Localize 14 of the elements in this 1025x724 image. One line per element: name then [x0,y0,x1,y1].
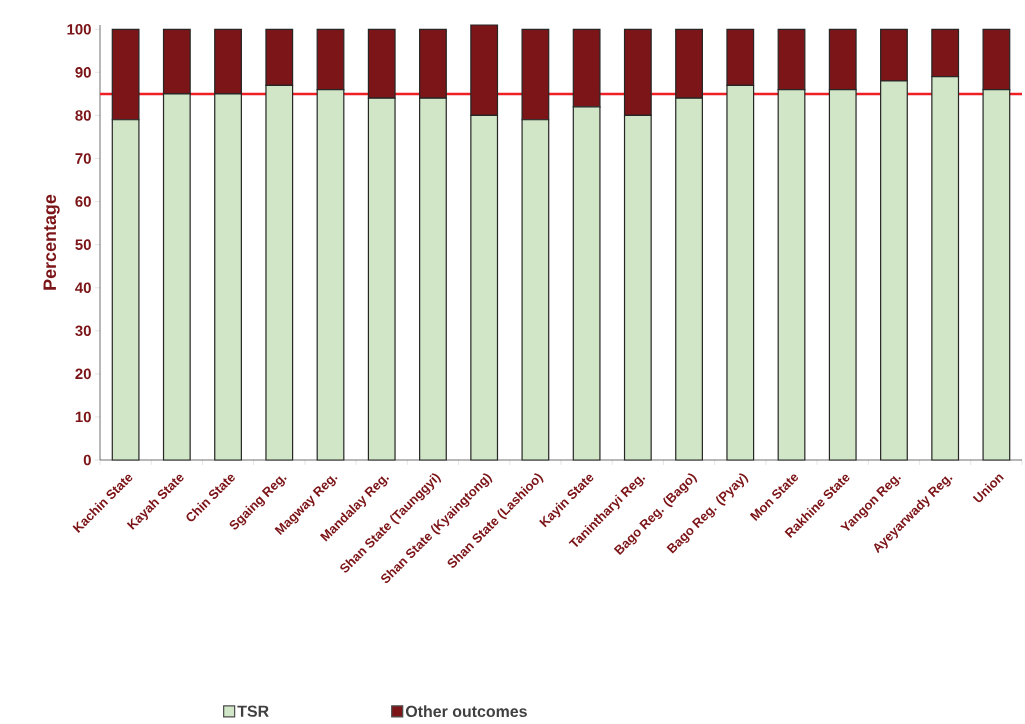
y-tick-label: 10 [75,411,91,423]
y-tick-label: 40 [75,282,91,294]
legend-label: TSR [237,705,269,717]
y-axis-title: Percentage [43,194,60,290]
y-tick-label: 60 [75,196,91,207]
y-tick-label: 80 [75,110,91,121]
y-tick-label: 0 [83,454,91,466]
y-tick-label: 50 [75,239,91,250]
legend-label: Other outcomes [405,705,527,718]
y-tick-label: 90 [75,67,91,78]
y-tick-label: 20 [75,368,91,380]
y-tick-label: 70 [75,153,91,164]
y-tick-label: 30 [75,325,91,337]
y-tick-label: 100 [67,24,91,35]
